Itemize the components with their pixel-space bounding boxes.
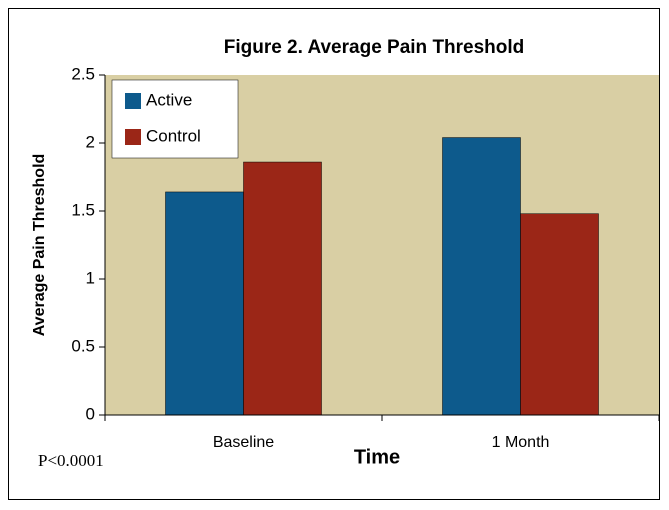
- y-tick-label: 1: [86, 268, 95, 287]
- bar: [243, 161, 322, 416]
- bar: [165, 191, 244, 416]
- y-tick-label: 0.5: [71, 336, 95, 355]
- legend-swatch: [125, 93, 141, 109]
- y-axis-label: Average Pain Threshold: [31, 154, 48, 337]
- legend-label: Active: [146, 90, 192, 109]
- x-axis-label: Time: [354, 446, 400, 468]
- bar: [442, 137, 521, 416]
- y-tick-label: 2: [86, 132, 95, 151]
- legend-swatch: [125, 129, 141, 145]
- y-tick-label: 0: [86, 404, 95, 423]
- y-tick-label: 2.5: [71, 64, 95, 83]
- annotation: P<0.0001: [38, 451, 104, 470]
- legend-label: Control: [146, 126, 201, 145]
- x-tick-label: Baseline: [213, 434, 274, 451]
- bar: [520, 213, 599, 416]
- x-tick-label: 1 Month: [492, 434, 550, 451]
- chart-title: Figure 2. Average Pain Threshold: [224, 37, 525, 58]
- y-tick-label: 1.5: [71, 200, 95, 219]
